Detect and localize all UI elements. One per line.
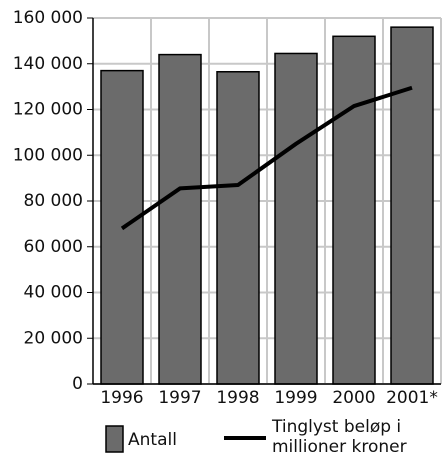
bar [216,71,260,385]
bar [390,26,434,385]
legend-swatch [105,425,124,453]
bar [158,53,202,385]
y-tick-label: 100 000 [13,145,83,165]
x-tick-label: 1996 [100,388,143,408]
y-tick-label: 80 000 [24,191,83,211]
y-tick-label: 0 [72,374,83,394]
x-tick-label: 2000 [332,388,375,408]
x-tick-label: 1998 [216,388,259,408]
legend-label: Tinglyst beløp i millioner kroner [272,417,407,457]
legend-label: Antall [128,430,177,450]
y-tick-label: 60 000 [24,237,83,257]
y-tick-label: 120 000 [13,100,83,120]
bar [332,35,376,385]
y-tick-label: 140 000 [13,54,83,74]
y-tick-label: 20 000 [24,328,83,348]
bar [274,52,318,385]
line [120,85,413,231]
y-tick-label: 40 000 [24,283,83,303]
x-tick-label: 1997 [158,388,201,408]
x-tick-label: 1999 [274,388,317,408]
x-tick-label: 2001* [386,388,438,408]
y-tick-label: 160 000 [13,8,83,28]
